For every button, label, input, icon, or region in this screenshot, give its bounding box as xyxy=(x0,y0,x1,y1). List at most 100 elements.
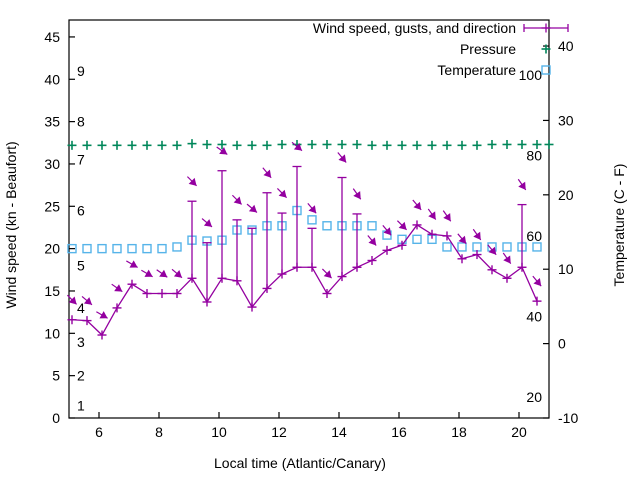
wind-direction-arrow xyxy=(532,275,542,287)
x-axis-ticks: 6 8 10 12 14 16 18 20 xyxy=(95,412,527,440)
legend-label: Wind speed, gusts, and direction xyxy=(313,20,516,36)
gust-whisker xyxy=(277,212,287,275)
x-tick-label: 16 xyxy=(391,424,407,440)
temperature-point xyxy=(367,221,377,231)
wind-direction-arrow xyxy=(457,233,467,245)
fahrenheit-label: 80 xyxy=(526,147,542,163)
series-temperature xyxy=(67,205,542,254)
wind-speed-point xyxy=(277,269,287,279)
wind-direction-arrow xyxy=(96,311,108,319)
pressure-point xyxy=(217,139,227,149)
wind-direction-arrow xyxy=(367,235,377,246)
pressure-point xyxy=(232,140,242,150)
beaufort-label: 8 xyxy=(77,114,85,130)
pressure-point xyxy=(442,140,452,150)
pressure-point xyxy=(277,139,287,149)
pressure-point xyxy=(157,140,167,150)
pressure-point xyxy=(427,140,437,150)
y-tick-label-left: 15 xyxy=(44,283,60,299)
y-tick-label-right: 30 xyxy=(558,112,574,128)
wind-direction-arrow xyxy=(246,203,258,213)
wind-speed-point xyxy=(412,220,422,230)
wind-speed-point xyxy=(217,273,227,283)
series-wind xyxy=(67,165,542,340)
wind-speed-point xyxy=(367,255,377,265)
pressure-point xyxy=(487,139,497,149)
temperature-point xyxy=(142,243,152,254)
wind-speed-point xyxy=(397,240,407,250)
gust-whisker xyxy=(187,200,197,279)
pressure-point xyxy=(247,140,257,150)
y-tick-label-right: 20 xyxy=(558,187,574,203)
gust-whisker xyxy=(232,219,242,281)
legend-item[interactable]: Temperature xyxy=(437,62,551,78)
wind-speed-point xyxy=(427,229,437,239)
wind-direction-arrow xyxy=(216,146,228,155)
y-tick-label-right: 10 xyxy=(558,261,574,277)
wind-speed-point xyxy=(157,289,167,299)
temperature-point xyxy=(412,234,422,245)
pressure-point xyxy=(502,139,512,149)
pressure-point xyxy=(97,140,107,150)
wind-speed-point xyxy=(517,262,527,272)
temperature-point xyxy=(127,243,137,254)
pressure-point xyxy=(187,139,197,149)
beaufort-scale-labels: 1 2 3 4 5 6 7 8 9 xyxy=(77,63,85,413)
legend-item[interactable]: Wind speed, gusts, and direction xyxy=(313,20,569,36)
wind-direction-arrow xyxy=(382,224,392,236)
wind-direction-arrow xyxy=(81,295,93,306)
wind-speed-point xyxy=(262,283,272,293)
gust-whisker xyxy=(292,165,302,268)
beaufort-label: 6 xyxy=(77,203,85,219)
wind-speed-point xyxy=(487,265,497,275)
y-tick-label-left: 30 xyxy=(44,156,60,172)
y-tick-label-left: 25 xyxy=(44,198,60,214)
legend-item[interactable]: Pressure xyxy=(460,41,551,57)
pressure-point xyxy=(322,139,332,149)
beaufort-label: 9 xyxy=(77,63,85,79)
pressure-point xyxy=(472,140,482,150)
wind-direction-arrows xyxy=(66,141,542,319)
pressure-point xyxy=(517,139,527,149)
wind-direction-arrow xyxy=(321,268,333,279)
series-pressure xyxy=(67,139,554,150)
temperature-point xyxy=(82,243,92,254)
wind-direction-arrow xyxy=(231,194,243,205)
x-tick-label: 12 xyxy=(271,424,287,440)
y-axis-ticks-left: 0 5 10 15 20 25 30 35 40 45 xyxy=(44,29,75,426)
wind-direction-arrow xyxy=(276,188,288,199)
y-axis-ticks-right: -10 0 10 20 30 40 xyxy=(543,38,578,426)
temperature-point xyxy=(532,242,542,252)
gust-whisker xyxy=(262,192,272,289)
temperature-point xyxy=(502,242,512,252)
fahrenheit-label: 20 xyxy=(526,389,542,405)
x-tick-label: 14 xyxy=(331,424,347,440)
beaufort-label: 7 xyxy=(77,152,85,168)
pressure-point xyxy=(127,140,137,150)
wind-direction-arrow xyxy=(472,228,482,241)
wind-direction-arrow xyxy=(442,210,452,222)
temperature-point xyxy=(457,242,467,252)
wind-speed-point xyxy=(232,276,242,286)
wind-speed-point xyxy=(67,315,77,325)
wind-direction-arrow xyxy=(427,208,437,220)
wind-direction-arrow xyxy=(337,152,347,163)
temperature-point xyxy=(67,243,77,254)
legend-marker-square xyxy=(541,65,551,75)
temperature-point xyxy=(112,243,122,254)
fahrenheit-scale-labels: 20 40 60 80 100 xyxy=(519,67,543,405)
fahrenheit-label: 60 xyxy=(526,228,542,244)
wind-direction-arrow xyxy=(141,269,153,278)
temperature-point xyxy=(307,215,317,225)
wind-direction-arrow xyxy=(517,178,527,191)
beaufort-label: 2 xyxy=(77,368,85,384)
wind-speed-point xyxy=(307,262,317,272)
wind-direction-arrow xyxy=(186,176,198,187)
wind-direction-arrow xyxy=(201,218,213,228)
wind-speed-point xyxy=(337,272,347,282)
temperature-point xyxy=(157,243,167,254)
wind-direction-arrow xyxy=(502,252,512,264)
y-tick-label-right: -10 xyxy=(558,410,578,426)
